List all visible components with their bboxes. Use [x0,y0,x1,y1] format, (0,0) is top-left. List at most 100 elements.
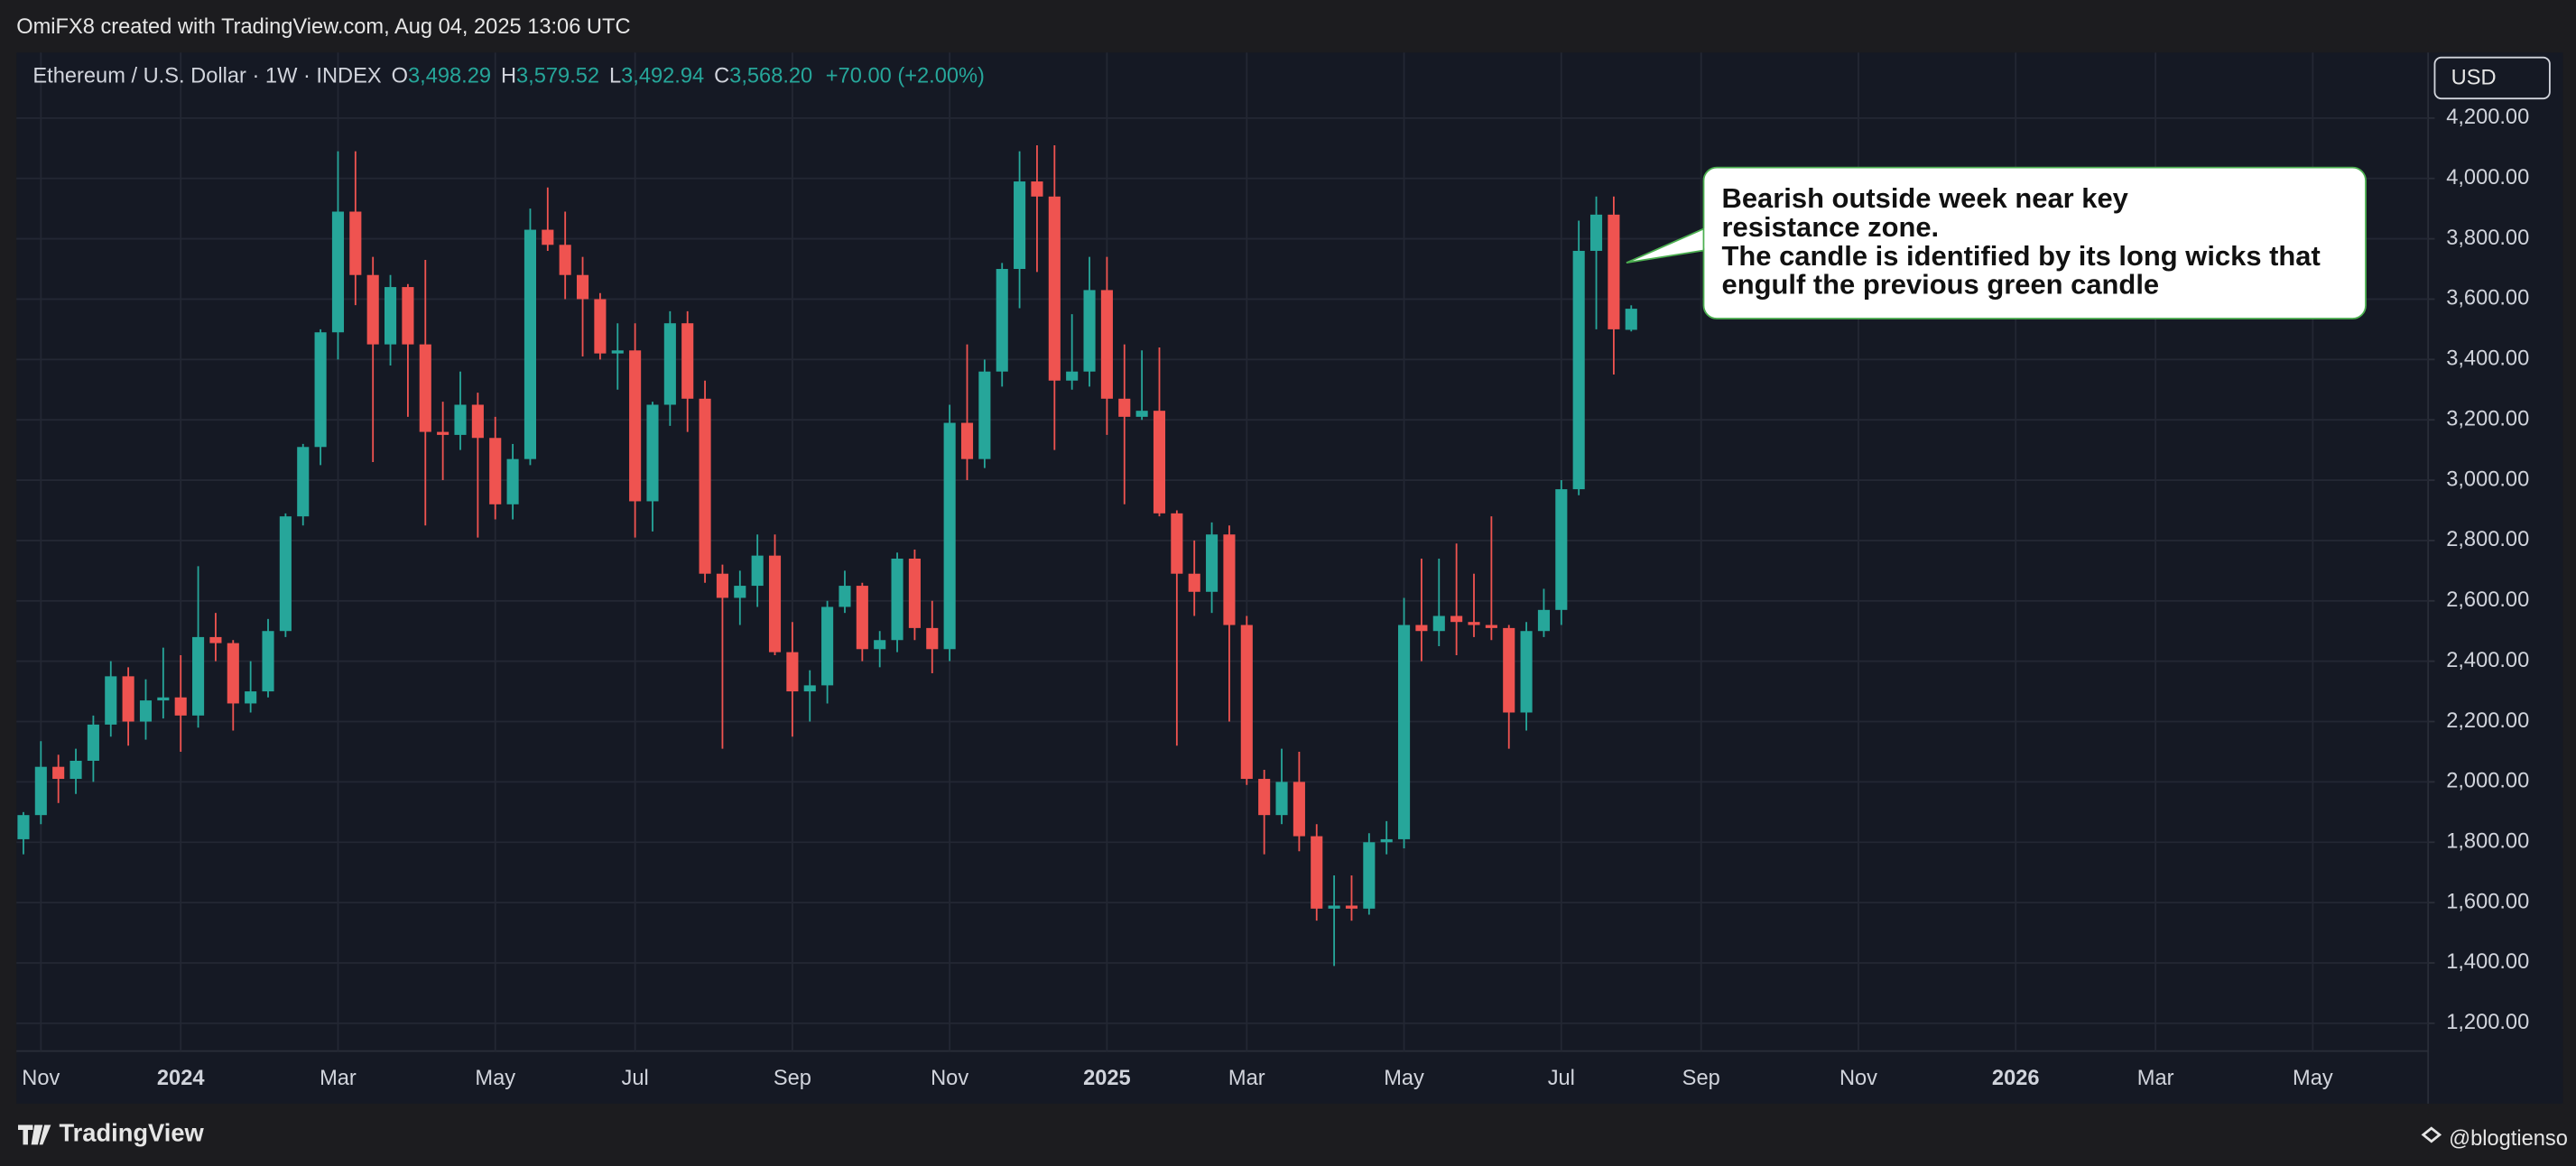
y-tick-label: 2,200.00 [2446,709,2529,733]
candle-body [471,404,484,439]
price-axis [2428,52,2563,1104]
candle-body [34,766,47,816]
y-tick-label: 4,200.00 [2446,106,2529,129]
candle-body [489,438,502,504]
y-tick-label: 3,000.00 [2446,467,2529,491]
x-tick-label: Jul [622,1067,649,1090]
candle-body [803,685,816,692]
candle-body [978,371,991,459]
currency[interactable]: USD [2451,67,2497,90]
annotation-line: engulf the previous green candle [1722,269,2160,301]
x-tick-label: Nov [1839,1067,1877,1090]
candle-body [996,269,1008,372]
candle-body [1014,181,1026,270]
y-tick-label: 1,800.00 [2446,830,2529,854]
y-tick-label: 2,800.00 [2446,528,2529,551]
legend-key: O [392,65,408,88]
x-tick-label: Mar [2137,1067,2174,1090]
candle-body [349,211,362,275]
candle-body [891,558,903,641]
candle-body [663,323,676,405]
legend-key: H [501,65,516,88]
candle-body [262,631,274,692]
candle-body [87,724,99,761]
x-tick-label: Sep [774,1067,811,1090]
candle-body [1083,290,1096,372]
candle-body [279,516,292,632]
x-tick-label: Mar [320,1067,357,1090]
watermark: @blogtienso [2449,1127,2568,1151]
candle-body [1293,782,1305,837]
candle-body [17,815,30,839]
candle-body [734,586,746,598]
candle-body [192,636,205,716]
candle-body [751,555,764,587]
candle-body [1328,905,1340,909]
candle-body [1066,371,1079,381]
candle-body [69,760,82,780]
candle-body [437,431,449,435]
x-tick-label: Nov [931,1067,968,1090]
candle-body [681,323,694,399]
candle-body [385,287,397,345]
candle-body [699,398,711,574]
legend-change: +70.00 (+2.00%) [826,65,985,88]
candle-body [542,229,554,245]
candle-body [1118,398,1131,417]
candle-body [786,652,799,692]
callout-box [1702,166,2367,319]
candle-body [839,586,851,607]
legend-key: C [714,65,729,88]
candle-body [1608,214,1620,329]
candle-body [1363,842,1376,909]
candle-body [139,700,153,722]
candle-body [1625,309,1637,330]
candle-body [908,558,921,628]
symbol: Ethereum / U.S. Dollar · 1W · INDEX [32,65,381,88]
y-tick-label: 1,200.00 [2446,1011,2529,1034]
candle-body [1223,534,1236,625]
callout-join [1704,227,1711,248]
candle-body [1188,573,1200,592]
currency-box[interactable] [2433,56,2551,100]
x-tick-label: May [2293,1067,2333,1090]
candle-body [943,422,956,650]
annotation-text: Bearish outside week near keyresistance … [1722,182,2321,301]
x-tick-label: 2024 [157,1067,205,1090]
y-tick-label: 1,600.00 [2446,890,2529,913]
candle-body [1415,625,1428,632]
annotation [1626,166,2367,319]
candle-body [227,643,239,704]
candle-body [611,350,624,354]
brand-name: TradingView [60,1119,205,1147]
candle-body [122,676,134,722]
candle-body [209,636,222,643]
candle-body [331,211,345,333]
candle-body [454,404,467,435]
candle-body [1275,782,1288,816]
candle-body [1100,290,1113,399]
candle-body [1240,625,1253,780]
candle-body [629,350,642,502]
annotation-line: resistance zone. [1722,211,1940,243]
candle-body [366,274,379,345]
candle-body [52,766,65,780]
candle-body [1485,625,1497,628]
x-tick-label: Mar [1228,1067,1265,1090]
candle-body [1031,181,1043,197]
candle-body [874,640,886,650]
candle-body [594,299,607,354]
y-tick-label: 1,400.00 [2446,950,2529,974]
annotation-line: The candle is identified by its long wic… [1722,240,2321,272]
candle-body [1537,609,1551,632]
legend: Ethereum / U.S. Dollar · 1W · INDEX O3,49… [32,65,985,88]
legend-key: L [609,65,621,88]
candle-body [821,606,834,686]
candle-body [768,555,782,652]
x-tick-label: 2026 [1992,1067,2040,1090]
y-tick-label: 3,400.00 [2446,347,2529,371]
candle-body [1398,625,1411,839]
candle-body [524,229,537,459]
candle-body [1520,631,1533,713]
